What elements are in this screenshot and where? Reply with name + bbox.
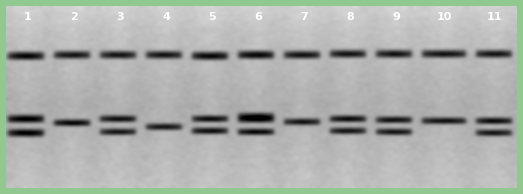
Text: 1: 1 <box>24 12 32 22</box>
Text: 6: 6 <box>254 12 262 22</box>
Text: 9: 9 <box>392 12 400 22</box>
Text: 10: 10 <box>436 12 452 22</box>
Text: 8: 8 <box>346 12 354 22</box>
Text: 3: 3 <box>116 12 124 22</box>
Text: 7: 7 <box>300 12 308 22</box>
Text: 5: 5 <box>208 12 216 22</box>
Text: 4: 4 <box>162 12 170 22</box>
Text: 11: 11 <box>486 12 502 22</box>
Text: 2: 2 <box>70 12 78 22</box>
